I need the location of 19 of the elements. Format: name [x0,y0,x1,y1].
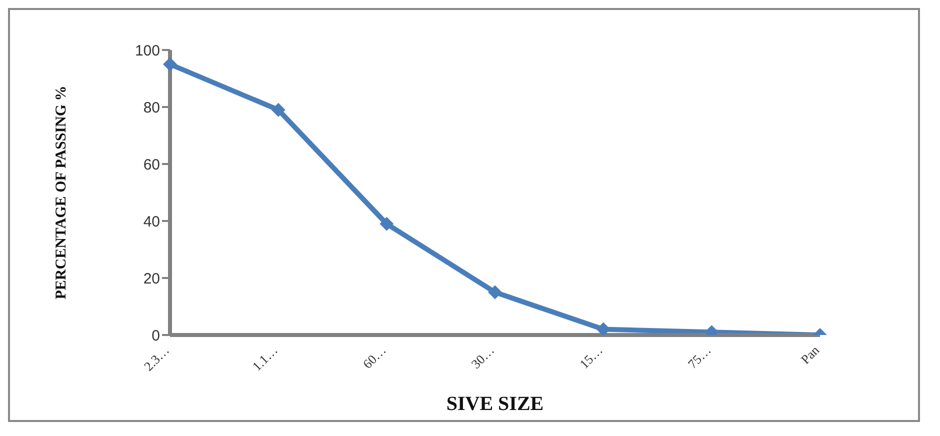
y-tick-label: 100 [134,42,160,60]
y-tick-label: 40 [143,213,160,230]
x-tick-label: Pan [798,342,822,367]
y-tick-label: 20 [143,270,160,288]
x-tick-label: 2.3… [140,342,172,374]
point [488,285,502,300]
y-tick-label: 60 [143,156,160,174]
x-tick-label: 1.1… [249,342,280,374]
x-tick-label: 30… [468,342,498,372]
y-tick-label: 0 [152,327,160,344]
x-tick-label: 15… [576,342,606,372]
x-tick-label: 75… [684,342,714,372]
x-axis-title: SIVE SIZE [446,393,544,415]
x-tick-label: 60… [360,342,389,372]
point [163,57,177,72]
y-tick-label: 80 [143,99,160,116]
y-axis-title: PERCENTAGE OF PASSING % [53,86,70,300]
point [271,102,286,117]
point [380,216,394,231]
